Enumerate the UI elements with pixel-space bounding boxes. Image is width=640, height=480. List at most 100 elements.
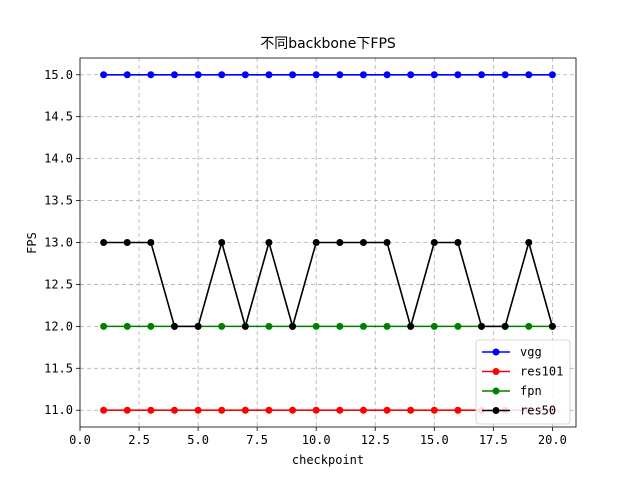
chart-title: 不同backbone下FPS [260,36,396,52]
series-line-res50 [103,239,554,330]
data-point-res101 [123,406,131,414]
data-point-res101 [336,406,344,414]
data-point-res50 [289,322,297,330]
data-point-vgg [383,71,391,79]
legend-item-res101: res101 [482,365,563,379]
series-res50 [100,239,556,330]
data-point-fpn [218,322,226,330]
data-point-res101 [383,406,391,414]
data-point-fpn [383,322,391,330]
y-tick-label: 11.5 [44,361,73,375]
data-point-res101 [407,406,415,414]
data-point-res50 [147,239,155,246]
legend-box [475,339,571,425]
data-point-vgg [312,71,320,79]
data-point-res101 [147,406,155,414]
data-point-fpn [336,322,344,330]
data-point-fpn [454,322,462,330]
data-point-res50 [430,239,438,246]
data-point-res101 [194,406,202,414]
data-point-fpn [147,322,155,330]
y-tick-label: 14.0 [44,152,73,166]
x-tick-label: 15.0 [420,433,449,447]
data-point-res50 [265,239,273,246]
data-point-vgg [525,71,533,79]
data-point-res50 [312,239,320,246]
data-point-res101 [359,406,367,414]
x-tick-label: 10.0 [302,433,331,447]
data-point-vgg [241,71,249,79]
data-point-res101 [454,406,462,414]
data-point-vgg [548,71,556,79]
data-point-res50 [454,239,462,246]
data-point-vgg [336,71,344,79]
data-point-fpn [100,322,108,330]
data-point-res101 [100,406,108,414]
data-point-vgg [478,71,486,79]
x-tick-label: 17.5 [479,433,508,447]
legend-marker [492,368,500,375]
data-point-vgg [194,71,202,79]
data-point-fpn [265,322,273,330]
y-axis-label: FPS [25,232,39,254]
data-point-res50 [100,239,108,246]
data-point-res50 [123,239,131,246]
data-point-fpn [525,322,533,330]
legend-marker [492,387,500,395]
x-tick-label: 7.5 [246,433,268,447]
y-tick-label: 13.0 [44,236,73,250]
data-point-fpn [359,322,367,330]
legend: vgg res101 fpn res50 [475,339,571,425]
legend-item-fpn: fpn [482,384,542,398]
series-vgg [100,71,556,79]
data-point-vgg [359,71,367,79]
data-point-vgg [218,71,226,79]
data-point-fpn [430,322,438,330]
data-point-fpn [312,322,320,330]
legend-label: vgg [520,345,542,359]
data-point-res50 [194,322,202,330]
y-tick-label: 14.5 [44,110,73,124]
x-tick-label: 0.0 [69,433,91,447]
y-tick-label: 13.5 [44,194,73,208]
data-point-res50 [525,239,533,246]
data-point-vgg [454,71,462,79]
data-point-res50 [383,239,391,246]
legend-item-vgg: vgg [482,345,542,359]
x-tick-label: 12.5 [361,433,390,447]
data-point-vgg [430,71,438,79]
data-point-res50 [407,322,415,330]
data-point-vgg [407,71,415,79]
ticks: 0.0 2.5 5.0 7.5 10.0 12.5 15.0 17.5 20.0 11.0 11.5… [44,68,567,447]
data-point-vgg [265,71,273,79]
data-point-res50 [336,239,344,246]
data-point-res101 [241,406,249,414]
data-point-res101 [170,406,178,414]
y-tick-label: 12.5 [44,277,73,291]
legend-label: res101 [520,365,563,379]
y-tick-label: 15.0 [44,68,73,82]
legend-item-res50: res50 [482,404,556,418]
data-point-res101 [218,406,226,414]
legend-label: fpn [520,384,542,398]
data-point-vgg [147,71,155,79]
data-point-res50 [241,322,249,330]
data-point-res50 [501,322,509,330]
x-axis-label: checkpoint [292,453,364,467]
data-point-res50 [548,322,556,330]
data-point-res101 [430,406,438,414]
data-point-vgg [100,71,108,79]
x-tick-label: 2.5 [128,433,150,447]
data-point-vgg [170,71,178,79]
data-point-res101 [312,406,320,414]
data-point-vgg [123,71,131,79]
y-tick-label: 12.0 [44,319,73,333]
x-tick-label: 5.0 [187,433,209,447]
data-point-vgg [501,71,509,79]
x-tick-label: 20.0 [538,433,567,447]
data-point-res50 [478,322,486,330]
data-point-res50 [170,322,178,330]
data-point-res101 [265,406,273,414]
data-point-vgg [289,71,297,79]
